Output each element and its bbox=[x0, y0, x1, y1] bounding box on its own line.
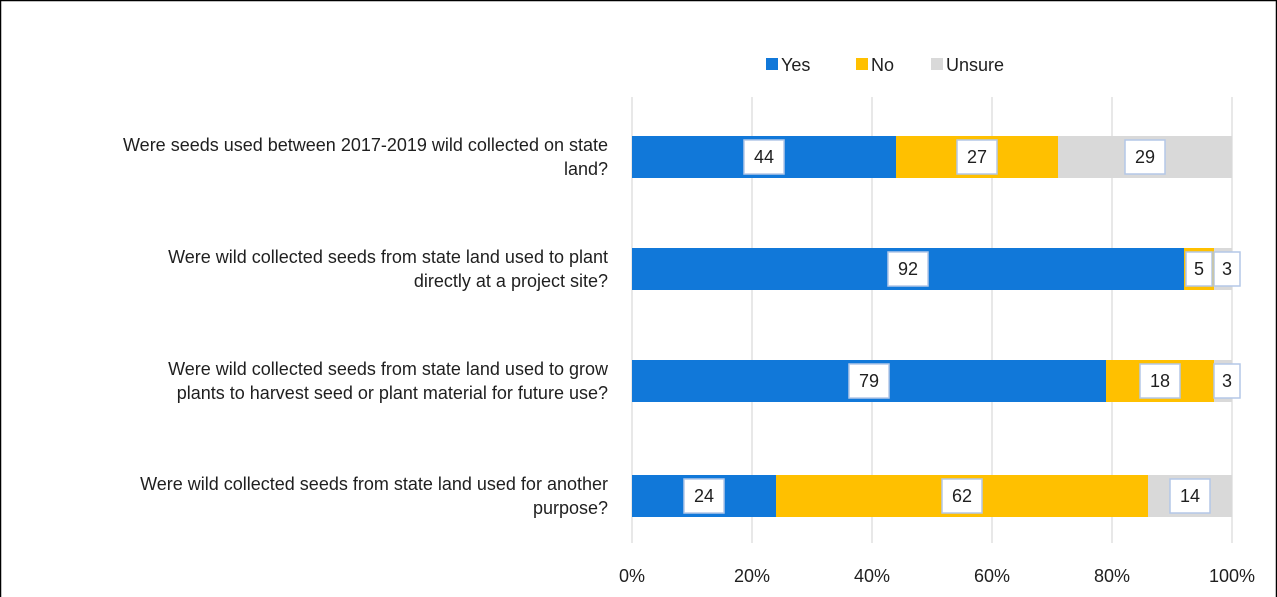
data-label-box bbox=[956, 139, 998, 175]
data-label-no: 27 bbox=[967, 147, 987, 167]
data-label-box bbox=[1124, 139, 1166, 175]
data-label-yes: 44 bbox=[754, 147, 774, 167]
x-tick-label: 100% bbox=[1209, 566, 1255, 586]
x-tick-label: 80% bbox=[1094, 566, 1130, 586]
x-tick-label: 60% bbox=[974, 566, 1010, 586]
data-label-box bbox=[1169, 478, 1211, 514]
data-label-box bbox=[1213, 251, 1241, 287]
legend-swatch-no bbox=[856, 58, 868, 70]
legend-swatch-unsure bbox=[931, 58, 943, 70]
data-label-box bbox=[848, 363, 890, 399]
data-label-box bbox=[887, 251, 929, 287]
data-label-no: 5 bbox=[1194, 259, 1204, 279]
data-label-unsure: 3 bbox=[1222, 371, 1232, 391]
data-label-yes: 24 bbox=[694, 486, 714, 506]
category-label: Were wild collected seeds from state lan… bbox=[168, 359, 609, 403]
x-tick-label: 0% bbox=[619, 566, 645, 586]
category-labels: Were seeds used between 2017-2019 wild c… bbox=[123, 135, 609, 518]
x-tick-label: 20% bbox=[734, 566, 770, 586]
x-tick-label: 40% bbox=[854, 566, 890, 586]
category-label: Were seeds used between 2017-2019 wild c… bbox=[123, 135, 608, 179]
legend-swatch-yes bbox=[766, 58, 778, 70]
data-label-unsure: 14 bbox=[1180, 486, 1200, 506]
legend-label-no: No bbox=[871, 55, 894, 75]
data-label-box bbox=[1139, 363, 1181, 399]
data-label-box bbox=[1185, 251, 1213, 287]
data-label-unsure: 3 bbox=[1222, 259, 1232, 279]
data-label-no: 62 bbox=[952, 486, 972, 506]
data-label-box bbox=[1213, 363, 1241, 399]
data-label-box bbox=[941, 478, 983, 514]
data-label-unsure: 29 bbox=[1135, 147, 1155, 167]
legend-label-unsure: Unsure bbox=[946, 55, 1004, 75]
category-label: Were wild collected seeds from state lan… bbox=[140, 474, 608, 518]
x-axis-ticks: 0% 20% 40% 60% 80% 100% bbox=[619, 566, 1255, 586]
data-label-box bbox=[683, 478, 725, 514]
legend-label-yes: Yes bbox=[781, 55, 810, 75]
category-label: Were wild collected seeds from state lan… bbox=[168, 247, 608, 291]
data-label-box bbox=[743, 139, 785, 175]
legend: Yes No Unsure bbox=[766, 55, 1004, 75]
data-label-yes: 92 bbox=[898, 259, 918, 279]
data-label-no: 18 bbox=[1150, 371, 1170, 391]
data-label-yes: 79 bbox=[859, 371, 879, 391]
